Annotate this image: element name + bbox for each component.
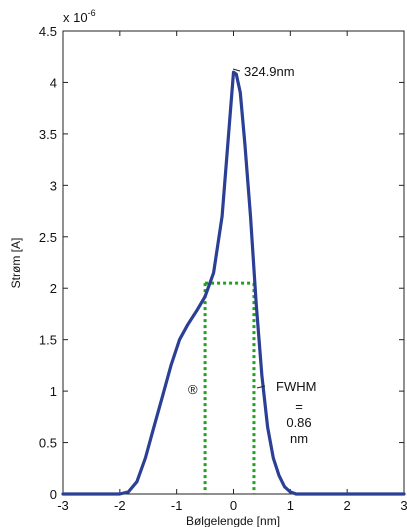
ticks: -3 -2 -1 0 1 2 3 0 0.5 1 1.5 2 2.5 3 3.5 4 4.5 xyxy=(39,24,407,513)
x-tick-label: 2 xyxy=(344,498,351,513)
y-tick-label: 3.5 xyxy=(39,127,57,142)
x-tick-label: 0 xyxy=(230,498,237,513)
x-tick-label: -2 xyxy=(114,498,126,513)
y-tick-label: 2 xyxy=(50,281,57,296)
y-tick-label: 2.5 xyxy=(39,230,57,245)
symbol-annotation: ® xyxy=(188,382,198,397)
fwhm-label: FWHM xyxy=(276,379,316,394)
y-tick-label: 1 xyxy=(50,384,57,399)
fwhm-value: 0.86 xyxy=(286,415,311,430)
series-line xyxy=(61,70,406,496)
x-tick-label: 1 xyxy=(287,498,294,513)
x-axis-title: Bølgelengde [nm] xyxy=(186,514,280,527)
y-tick-label: 1.5 xyxy=(39,333,57,348)
fwhm-unit: nm xyxy=(290,431,308,446)
y-exponent-label: x 10-6 xyxy=(63,8,96,25)
plot-area xyxy=(62,30,405,495)
y-tick-label: 4 xyxy=(50,75,57,90)
fwhm-pointer xyxy=(256,385,266,389)
y-axis-title: Strøm [A] xyxy=(9,238,23,289)
peak-label: 324.9nm xyxy=(244,64,295,79)
y-tick-label: 0.5 xyxy=(39,436,57,451)
x-tick-label: -3 xyxy=(57,498,69,513)
fwhm-equals: = xyxy=(295,399,303,414)
y-exponent-power: -6 xyxy=(88,8,96,18)
peak-pointer xyxy=(232,68,241,72)
y-tick-label: 0 xyxy=(50,487,57,502)
x-tick-label: -1 xyxy=(171,498,183,513)
x-tick-label: 3 xyxy=(400,498,407,513)
y-tick-label: 3 xyxy=(50,178,57,193)
fwhm-marker xyxy=(203,281,256,494)
y-tick-label: 4.5 xyxy=(39,24,57,39)
